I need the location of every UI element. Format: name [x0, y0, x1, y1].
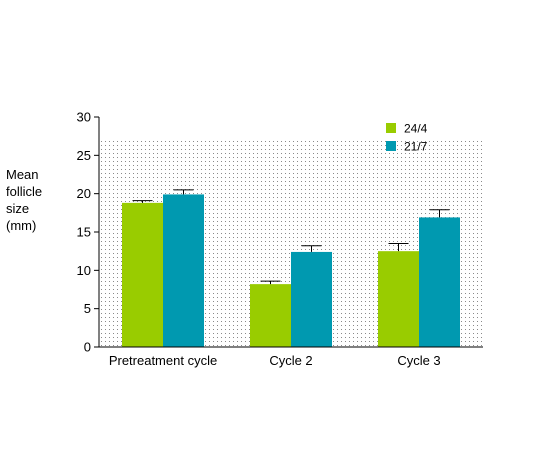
bar — [122, 202, 163, 347]
y-tick-label: 20 — [77, 186, 91, 201]
y-tick-label: 0 — [84, 340, 91, 355]
y-tick-label: 15 — [77, 225, 91, 240]
legend-label: 21/7 — [404, 140, 428, 154]
bar — [250, 284, 291, 347]
bar — [163, 194, 204, 347]
axes-layer: Pretreatment cycle Cycle 2 Cycle 3 0 5 10 15 20… — [77, 110, 483, 368]
x-tick-label: Pretreatment cycle — [109, 353, 217, 368]
y-axis-label-line: (mm) — [6, 218, 37, 233]
y-axis-label-line: follicle — [6, 184, 43, 199]
y-axis-label-line: Mean — [6, 167, 39, 182]
x-tick-label: Cycle 3 — [397, 353, 440, 368]
x-tick-label: Cycle 2 — [269, 353, 312, 368]
y-tick-label: 5 — [84, 301, 91, 316]
y-axis-label: Mean follicle size (mm) — [6, 166, 42, 234]
y-axis-label-line: size — [6, 201, 30, 216]
bar — [378, 251, 419, 347]
legend-label: 24/4 — [404, 122, 428, 136]
bar — [419, 217, 460, 347]
y-tick-label: 10 — [77, 263, 91, 278]
bar — [291, 251, 332, 347]
y-tick-label: 25 — [77, 148, 91, 163]
y-tick-label: 30 — [77, 110, 91, 125]
bars-layer — [122, 189, 460, 347]
legend-swatch — [386, 141, 396, 151]
legend: 24/4 21/7 — [386, 122, 428, 154]
legend-swatch — [386, 123, 396, 133]
